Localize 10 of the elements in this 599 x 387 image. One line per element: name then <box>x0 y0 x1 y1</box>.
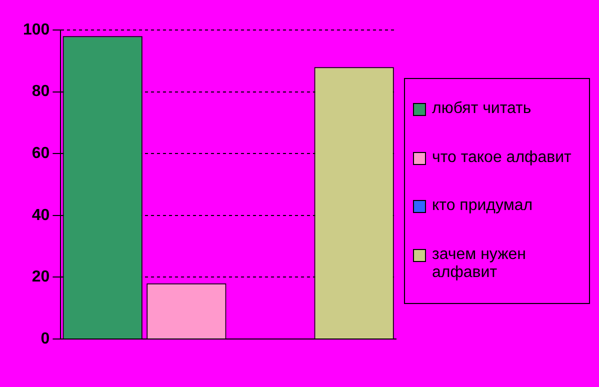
y-tick-label: 0 <box>40 330 50 348</box>
y-tick-label: 100 <box>22 21 50 38</box>
y-tick-label: 60 <box>32 145 50 162</box>
legend-label: кто придумал <box>432 197 533 216</box>
y-tick-label: 40 <box>32 206 50 224</box>
legend-label: что такое алфавит <box>432 148 572 167</box>
legend-label: любят читать <box>432 100 532 118</box>
y-tick-label: 20 <box>32 268 50 286</box>
legend-label: зачем нужен алфавит <box>432 246 528 282</box>
y-tick-label: 80 <box>32 83 50 100</box>
